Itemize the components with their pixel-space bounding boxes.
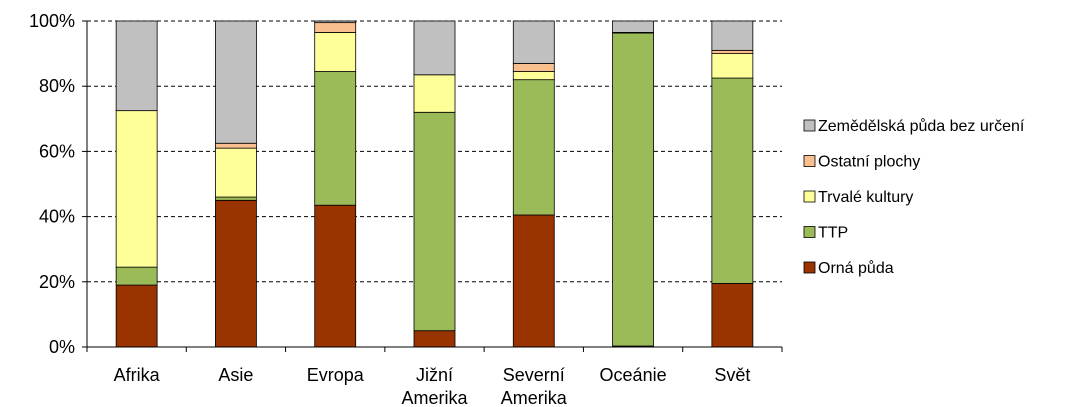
y-tick-label: 20% [39,272,75,292]
bar-segment [215,199,257,348]
y-axis-ticks: 0% 20% 40% 60% 80% 100% [29,11,87,357]
bar-segment [115,110,158,268]
bar-segment [413,20,456,76]
bar-segment [215,147,257,198]
x-tick-label: Evropa [307,365,365,385]
bar-segment [314,71,357,206]
bar-segment [115,266,158,286]
legend-label: Orná půda [818,259,894,277]
bar-segment [215,20,257,144]
x-tick-label: Amerika [501,388,568,407]
bar-segment [314,204,357,348]
legend-label: Zemědělská půda bez určení [818,117,1025,135]
bar-segment [314,32,357,72]
legend-swatch [803,190,816,203]
x-tick-label: Afrika [114,365,161,385]
bar-segment [512,71,555,81]
x-tick-label: Svět [714,365,750,385]
y-tick-label: 60% [39,141,75,161]
bar-segment [512,214,555,348]
bar-segment [115,20,158,112]
legend-swatch [803,119,816,132]
bar-segment [512,62,555,72]
bar-segment [711,20,754,51]
x-tick-label: Amerika [401,388,468,407]
legend-swatch [803,155,816,167]
bar-segment [413,330,456,348]
bar-segment [215,196,257,201]
y-tick-label: 0% [49,337,75,357]
bar-segment [413,74,456,113]
bar-segment [314,22,357,33]
bar-segment [215,142,257,149]
bar-segment [512,20,555,64]
bar-segment [612,32,654,347]
bar-segment [711,49,754,55]
x-tick-label: Jižní [416,365,453,385]
bar-segment [711,283,754,348]
x-tick-label: Asie [218,365,253,385]
bar-segment [115,284,158,348]
y-tick-label: 80% [39,76,75,96]
y-tick-label: 40% [39,207,75,227]
x-tick-label: Oceánie [600,365,667,385]
bar-segment [512,79,555,216]
legend-label: Trvalé kultury [818,189,913,206]
x-axis-ticks: Afrika Asie Evropa Jižní Amerika Severní Ameri… [86,347,783,407]
x-tick-label: Severní [503,365,565,385]
legend: Zemědělská půda bez určení Ostatní plochy… [803,117,1025,277]
y-tick-label: 100% [29,11,75,31]
bar-segment [612,20,654,33]
bar-segment [711,77,754,284]
bars [115,20,754,348]
axes [86,21,782,348]
legend-swatch [803,226,816,238]
gridlines [87,20,782,283]
bar-segment [314,20,357,24]
legend-label: Ostatní plochy [818,154,920,171]
legend-swatch [803,261,816,274]
legend-label: TTP [818,225,848,242]
bar-segment [413,111,456,332]
bar-segment [711,53,754,79]
